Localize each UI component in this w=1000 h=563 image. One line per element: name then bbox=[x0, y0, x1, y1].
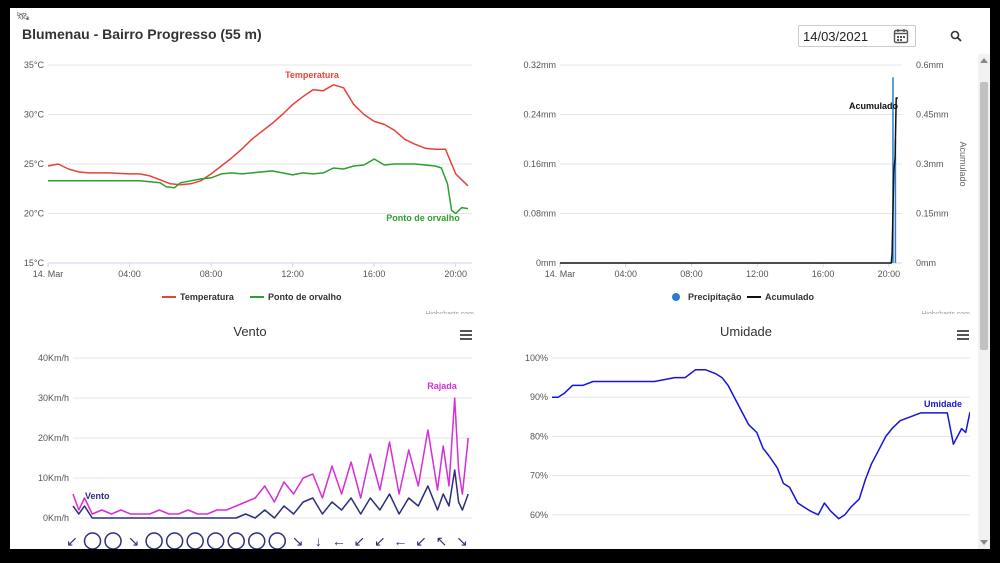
series-line-temperatura bbox=[47, 84, 469, 187]
y2-tick-label: 0mm bbox=[916, 258, 936, 268]
search-icon[interactable] bbox=[950, 30, 962, 42]
y-tick-label: 80% bbox=[530, 431, 548, 441]
wind-chart: 0Km/h 10Km/h 20Km/h 30Km/h 40Km/h Vento Rajada… bbox=[38, 324, 472, 549]
series-line-umidade bbox=[552, 369, 970, 520]
wind-direction-arrow: ← bbox=[393, 533, 407, 549]
scroll-up-arrow-icon[interactable] bbox=[980, 58, 988, 63]
series-line-vento bbox=[72, 469, 469, 519]
scrollbar[interactable] bbox=[978, 54, 990, 549]
highcharts-credits: Highcharts.com bbox=[921, 311, 970, 314]
chart-title: Vento bbox=[233, 324, 266, 339]
x-tick-label: 04:00 bbox=[615, 269, 638, 279]
series-label: Temperatura bbox=[285, 70, 340, 80]
calm-circle bbox=[268, 532, 287, 549]
y-tick-label: 20°C bbox=[24, 209, 45, 219]
series-line-rajada bbox=[72, 397, 469, 515]
wind-direction-arrow: ↙ bbox=[374, 533, 386, 549]
y-tick-label: 0.24mm bbox=[523, 110, 556, 120]
chart-menu-icon[interactable] bbox=[957, 330, 969, 340]
legend-item: Ponto de orvalho bbox=[268, 292, 342, 302]
y-tick-label: 35°C bbox=[24, 60, 45, 70]
calm-circle bbox=[145, 532, 163, 549]
series-label: Vento bbox=[85, 491, 110, 501]
scroll-down-arrow-icon[interactable] bbox=[980, 540, 988, 545]
y2-tick-label: 0.15mm bbox=[916, 209, 949, 219]
y-tick-label: 70% bbox=[530, 471, 548, 481]
y2-tick-label: 0.6mm bbox=[916, 60, 944, 70]
series-line-ponto-de-orvalho bbox=[48, 158, 469, 215]
wind-direction-arrow: ↙ bbox=[415, 533, 427, 549]
y-tick-label: 20Km/h bbox=[38, 433, 69, 443]
wind-direction-arrow: ↖ bbox=[436, 533, 448, 549]
wind-direction-arrow: ↓ bbox=[315, 533, 322, 549]
x-tick-label: 04:00 bbox=[118, 269, 141, 279]
y-tick-label: 0.32mm bbox=[523, 60, 556, 70]
chart-title: Umidade bbox=[720, 324, 772, 339]
calendar-icon[interactable] bbox=[893, 28, 909, 44]
calm-circle bbox=[104, 532, 122, 549]
y2-tick-label: 0.3mm bbox=[916, 159, 944, 169]
y-tick-label: 0Km/h bbox=[43, 513, 69, 523]
satellite-icon[interactable]: 🛰 bbox=[16, 11, 30, 23]
wind-direction-arrow: ↘ bbox=[128, 533, 140, 549]
calm-circle bbox=[83, 532, 102, 549]
x-tick-label: 08:00 bbox=[200, 269, 223, 279]
x-tick-label: 12:00 bbox=[281, 269, 304, 279]
series-label: Umidade bbox=[924, 399, 962, 409]
y-tick-label: 25°C bbox=[24, 159, 45, 169]
page-title: Blumenau - Bairro Progresso (55 m) bbox=[22, 26, 262, 42]
y-tick-label: 100% bbox=[525, 353, 548, 363]
x-tick-label: 12:00 bbox=[746, 269, 769, 279]
calm-circle bbox=[227, 532, 245, 549]
series-label: Ponto de orvalho bbox=[386, 213, 460, 223]
app-window: 🛰 Blumenau - Bairro Progresso (55 m) 15°… bbox=[10, 8, 990, 549]
date-input[interactable] bbox=[803, 28, 887, 44]
y2-axis-label: Acumulado bbox=[958, 141, 968, 186]
calm-circle bbox=[206, 532, 225, 549]
y-tick-label: 10Km/h bbox=[38, 473, 69, 483]
wind-direction-arrow: ↘ bbox=[456, 533, 468, 549]
calm-circle bbox=[247, 532, 266, 549]
y-tick-label: 0.16mm bbox=[523, 159, 556, 169]
y-tick-label: 60% bbox=[530, 510, 548, 520]
x-tick-label: 08:00 bbox=[680, 269, 703, 279]
series-line-acumulado bbox=[560, 97, 898, 264]
wind-direction-arrow: ↘ bbox=[292, 533, 304, 549]
highcharts-credits: Highcharts.com bbox=[425, 311, 474, 314]
x-tick-label: 14. Mar bbox=[33, 269, 64, 279]
wind-direction-arrow: ↙ bbox=[354, 533, 366, 549]
temperature-chart: 15°C 20°C 25°C 30°C 35°C 14. Mar 04:00 08:00 12:… bbox=[24, 60, 474, 314]
wind-direction-arrow: ← bbox=[332, 533, 346, 549]
legend-item: Precipitação bbox=[688, 292, 742, 302]
legend-item: Acumulado bbox=[765, 292, 815, 302]
calm-circle bbox=[186, 532, 204, 549]
date-picker[interactable] bbox=[798, 25, 916, 47]
y-tick-label: 0mm bbox=[536, 258, 556, 268]
x-tick-label: 20:00 bbox=[878, 269, 901, 279]
scrollbar-thumb[interactable] bbox=[980, 82, 988, 350]
y-tick-label: 0.08mm bbox=[523, 209, 556, 219]
legend-marker bbox=[672, 293, 680, 301]
x-tick-label: 14. Mar bbox=[545, 269, 576, 279]
wind-direction-arrow: ↙ bbox=[66, 533, 78, 549]
chart-menu-icon[interactable] bbox=[460, 330, 472, 340]
series-label: Rajada bbox=[427, 381, 458, 391]
legend-item: Temperatura bbox=[180, 292, 235, 302]
y2-tick-label: 0.45mm bbox=[916, 110, 949, 120]
x-tick-label: 16:00 bbox=[812, 269, 835, 279]
x-tick-label: 20:00 bbox=[444, 269, 467, 279]
series-label: Acumulado bbox=[849, 101, 899, 111]
x-tick-label: 16:00 bbox=[363, 269, 386, 279]
precipitation-chart: 0mm 0.08mm 0.16mm 0.24mm 0.32mm 0mm 0.15mm 0.3m… bbox=[523, 60, 970, 314]
y-tick-label: 15°C bbox=[24, 258, 45, 268]
calm-circle bbox=[165, 532, 184, 549]
y-tick-label: 40Km/h bbox=[38, 353, 69, 363]
y-tick-label: 90% bbox=[530, 392, 548, 402]
y-tick-label: 30Km/h bbox=[38, 393, 69, 403]
y-tick-label: 30°C bbox=[24, 110, 45, 120]
